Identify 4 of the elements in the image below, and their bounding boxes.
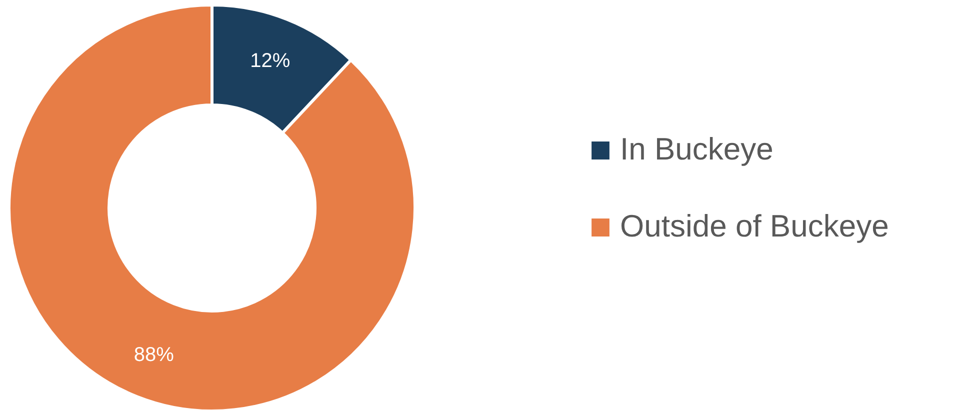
data-label: 88% [134, 344, 174, 366]
legend-label: Outside of Buckeye [620, 208, 889, 244]
legend-label: In Buckeye [620, 132, 774, 166]
data-label: 12% [250, 50, 290, 72]
